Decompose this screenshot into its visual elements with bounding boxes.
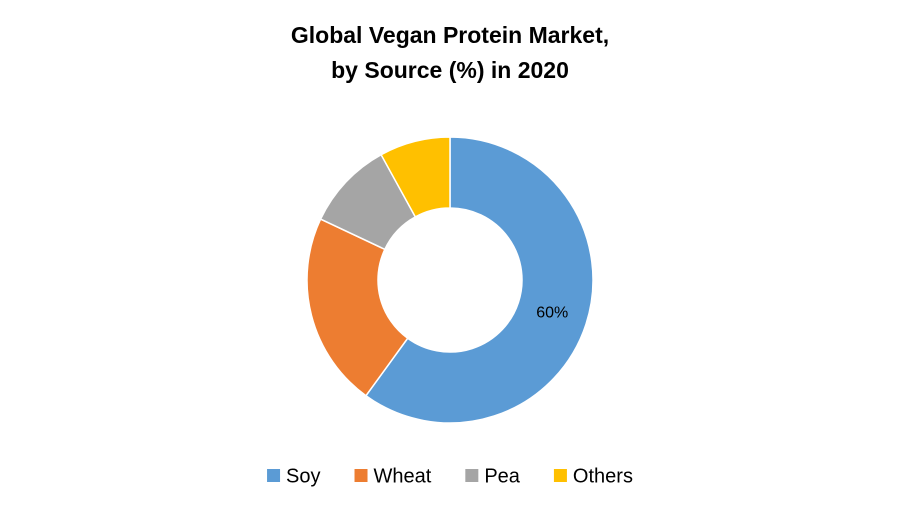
legend-swatch — [354, 469, 368, 482]
legend-swatch — [465, 469, 479, 482]
data-label: 60% — [536, 304, 568, 321]
legend-label: Pea — [484, 465, 520, 487]
chart-title: by Source (%) in 2020 — [331, 57, 569, 83]
legend-swatch — [267, 469, 281, 482]
legend-label: Soy — [286, 465, 320, 487]
legend-label: Others — [573, 465, 633, 487]
donut-slice — [364, 136, 594, 424]
donut-slice — [306, 218, 409, 397]
legend-swatch — [553, 469, 567, 482]
chart-title: Global Vegan Protein Market, — [291, 22, 609, 48]
legend-label: Wheat — [374, 465, 432, 487]
donut-slice — [380, 136, 451, 218]
